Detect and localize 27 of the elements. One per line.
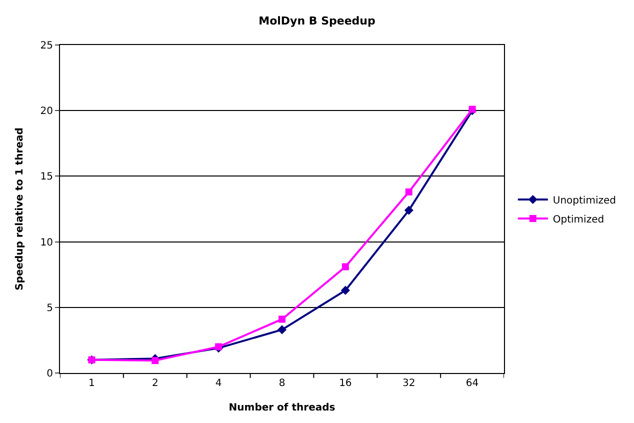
point: [215, 343, 222, 350]
y-axis-title: Speedup relative to 1 thread: [14, 128, 26, 290]
point: [278, 316, 286, 323]
point: [277, 325, 287, 334]
x-tick-label: 32: [402, 378, 416, 389]
y-tick-label: 20: [40, 106, 53, 118]
y-tick-label: 15: [40, 172, 53, 183]
x-tick-label: 8: [278, 378, 286, 389]
y-tick-label: 10: [40, 237, 53, 248]
x-axis-title: Number of threads: [228, 402, 336, 414]
chart-title: MolDyn B Speedup: [258, 14, 376, 28]
y-tick-label: 25: [40, 40, 53, 52]
legend-label: Optimized: [552, 214, 604, 226]
legend-label: Unoptimized: [552, 195, 616, 206]
y-tick-label: 0: [46, 368, 53, 380]
x-tick-label: 4: [215, 378, 222, 389]
point: [340, 286, 350, 295]
point: [152, 357, 159, 364]
x-tick-label: 16: [339, 378, 352, 389]
y-tick-label: 5: [46, 302, 53, 314]
x-tick-label: 1: [88, 378, 95, 389]
point: [342, 263, 349, 270]
x-tick-label: 64: [466, 378, 479, 389]
point: [404, 206, 414, 215]
point: [405, 188, 412, 196]
x-tick-label: 2: [152, 378, 158, 389]
point: [468, 106, 476, 113]
